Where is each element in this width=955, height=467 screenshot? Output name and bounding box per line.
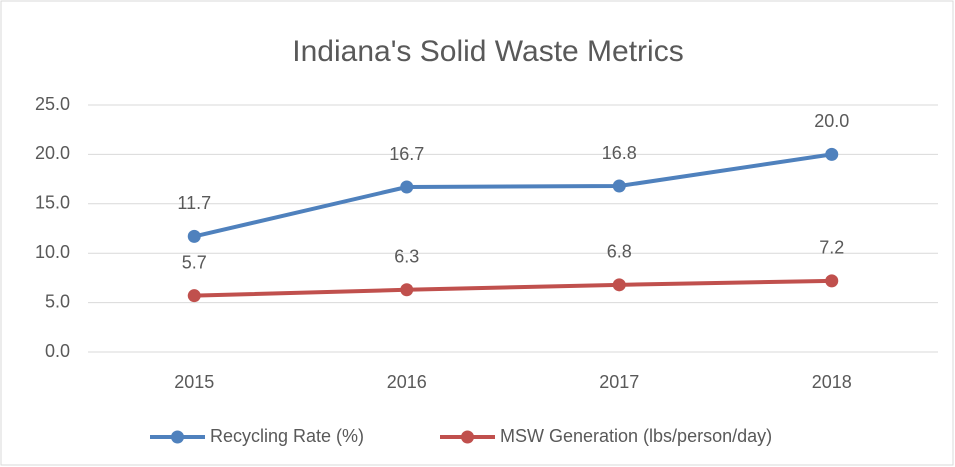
series-line (193, 152, 833, 239)
y-tick-label: 15.0 (35, 193, 70, 213)
legend-marker (171, 430, 184, 444)
data-point (612, 179, 626, 193)
data-label: 16.8 (602, 143, 637, 163)
y-tick-label: 25.0 (35, 94, 70, 114)
y-tick-label: 5.0 (45, 291, 70, 311)
y-tick-label: 10.0 (35, 242, 70, 262)
data-label: 16.7 (389, 144, 424, 164)
data-label: 7.2 (819, 238, 844, 258)
data-point (400, 180, 414, 194)
data-point (400, 283, 414, 297)
series-line (194, 278, 832, 298)
data-point (187, 289, 201, 303)
y-tick-label: 0.0 (45, 341, 70, 361)
data-label: 11.7 (177, 193, 211, 213)
x-tick-label: 2016 (387, 372, 427, 392)
x-tick-label: 2015 (174, 372, 214, 392)
data-point (825, 147, 839, 161)
legend-label: MSW Generation (lbs/person/day) (500, 426, 772, 446)
data-label: 6.8 (607, 242, 632, 262)
data-point (612, 278, 626, 292)
legend-marker (461, 430, 474, 444)
x-tick-label: 2018 (812, 372, 852, 392)
legend-label: Recycling Rate (%) (210, 426, 364, 446)
data-point (187, 229, 201, 243)
data-point (825, 274, 839, 288)
chart-title: Indiana's Solid Waste Metrics (292, 35, 683, 68)
data-label: 5.7 (182, 252, 207, 272)
x-tick-label: 2017 (599, 372, 639, 392)
data-label: 20.0 (814, 111, 849, 131)
y-tick-label: 20.0 (35, 143, 70, 163)
data-label: 6.3 (394, 247, 419, 267)
